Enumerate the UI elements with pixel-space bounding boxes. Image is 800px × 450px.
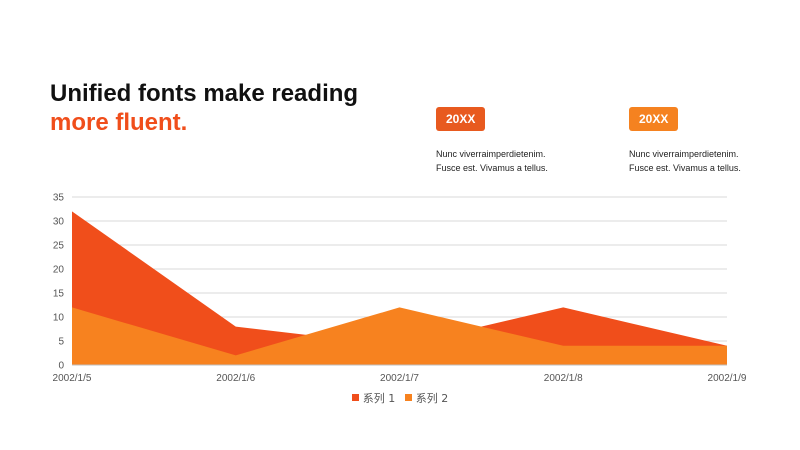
year-badge-1: 20XX xyxy=(436,107,486,131)
x-tick-label: 2002/1/9 xyxy=(708,373,747,384)
y-tick-label: 30 xyxy=(53,217,65,228)
area-series-2 xyxy=(72,307,727,365)
y-tick-label: 10 xyxy=(53,313,65,324)
area-series-1 xyxy=(72,211,727,365)
x-tick-label: 2002/1/5 xyxy=(53,373,92,384)
y-tick-label: 0 xyxy=(58,361,64,372)
legend-item-series-2: 系列 2 xyxy=(404,390,449,406)
card-1-line-2: Fusce est. Vivamus a tellus. xyxy=(436,163,548,173)
card-2-text: Nunc viverraimperdietenim. Fusce est. Vi… xyxy=(629,147,741,175)
card-1-line-1: Nunc viverraimperdietenim. xyxy=(436,149,546,159)
y-tick-label: 5 xyxy=(58,337,64,348)
legend-swatch-series-1 xyxy=(351,394,359,401)
y-tick-label: 20 xyxy=(53,265,65,276)
chart-legend: 系列 1 系列 2 xyxy=(0,390,800,406)
heading-line-1: Unified fonts make reading xyxy=(50,80,359,107)
x-tick-label: 2002/1/8 xyxy=(544,373,583,384)
legend-swatch-series-2 xyxy=(404,394,412,401)
year-badge-2: 20XX xyxy=(629,107,679,131)
x-tick-label: 2002/1/7 xyxy=(380,373,419,384)
legend-item-series-1: 系列 1 xyxy=(351,390,396,406)
y-tick-label: 35 xyxy=(53,193,65,204)
card-2-line-2: Fusce est. Vivamus a tellus. xyxy=(629,163,741,173)
heading-line-2: more fluent. xyxy=(50,109,188,136)
y-tick-label: 15 xyxy=(53,289,65,300)
card-1-text: Nunc viverraimperdietenim. Fusce est. Vi… xyxy=(436,147,548,175)
legend-label-series-2: 系列 2 xyxy=(415,392,449,405)
legend-label-series-1: 系列 1 xyxy=(362,392,396,405)
x-tick-label: 2002/1/6 xyxy=(216,373,255,384)
card-2-line-1: Nunc viverraimperdietenim. xyxy=(629,149,739,159)
y-tick-label: 25 xyxy=(53,241,65,252)
